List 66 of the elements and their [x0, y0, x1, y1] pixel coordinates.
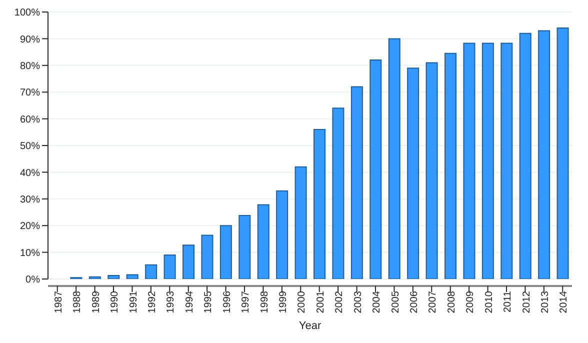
x-tick-label: 2010: [484, 290, 495, 314]
bar: [126, 274, 138, 279]
x-tick-label: 1995: [203, 290, 214, 314]
x-tick-label: 2008: [446, 290, 458, 314]
x-tick-label: 1988: [72, 290, 84, 314]
x-tick-label: 2003: [352, 290, 364, 314]
bar: [276, 190, 288, 279]
x-tick-label: 1994: [184, 290, 196, 314]
x-tick-label: 1990: [110, 290, 121, 314]
bar: [182, 244, 194, 279]
y-tick-label: 50%: [20, 141, 40, 152]
x-tick-label: 1996: [222, 290, 233, 314]
bar: [108, 275, 120, 279]
y-tick-label: 40%: [20, 168, 40, 179]
bar: [294, 166, 307, 279]
bar: [370, 60, 382, 279]
bar: [332, 108, 344, 279]
bar: [145, 264, 158, 279]
bar: [556, 28, 569, 279]
x-tick-label: 1998: [259, 290, 270, 314]
x-tick-label: 2007: [428, 290, 439, 314]
bar: [201, 234, 214, 279]
x-tick-label: 1993: [166, 290, 177, 314]
bar: [350, 86, 363, 279]
x-tick-label: 2004: [372, 290, 383, 314]
bar: [444, 52, 456, 279]
bar: [88, 276, 101, 279]
x-axis-title: Year: [298, 320, 322, 332]
y-tick-label: 60%: [20, 114, 40, 126]
bar: [463, 42, 476, 279]
x-tick-label: 2000: [296, 290, 308, 314]
x-tick-label: 1992: [147, 290, 158, 314]
x-tick-label: 2005: [390, 290, 402, 314]
x-tick-label: 2009: [465, 290, 476, 314]
bar: [519, 32, 532, 279]
y-tick-label: 10%: [20, 248, 40, 259]
x-tick-label: 1997: [240, 290, 252, 314]
y-tick-label: 100%: [14, 8, 40, 19]
bar: [388, 38, 400, 279]
x-tick-label: 2013: [540, 290, 552, 314]
x-tick-label: 1987: [53, 290, 64, 314]
x-tick-label: 2014: [558, 290, 570, 314]
x-tick-label: 2001: [315, 290, 326, 314]
x-tick-label: 1999: [278, 290, 290, 314]
x-tick-label: 2002: [334, 290, 346, 314]
y-tick-label: 90%: [20, 34, 40, 46]
bar: [257, 204, 270, 279]
bar: [407, 68, 420, 279]
bar: [500, 42, 513, 279]
bar: [314, 128, 326, 279]
bar: [164, 254, 176, 279]
x-tick-label: 2012: [521, 290, 532, 314]
x-tick-label: 1989: [90, 290, 102, 314]
y-tick-label: 0%: [26, 274, 40, 286]
x-tick-label: 2006: [409, 290, 420, 314]
y-tick-label: 20%: [20, 221, 40, 232]
bar: [482, 42, 494, 279]
y-tick-label: 70%: [20, 88, 40, 99]
bar: [426, 62, 438, 279]
bar: [238, 214, 251, 279]
y-tick-label: 80%: [20, 60, 40, 72]
x-tick-label: 2011: [502, 290, 514, 313]
bar: [538, 30, 550, 279]
bar: [220, 225, 232, 279]
y-tick-label: 30%: [20, 194, 40, 206]
x-tick-label: 1991: [128, 290, 140, 314]
